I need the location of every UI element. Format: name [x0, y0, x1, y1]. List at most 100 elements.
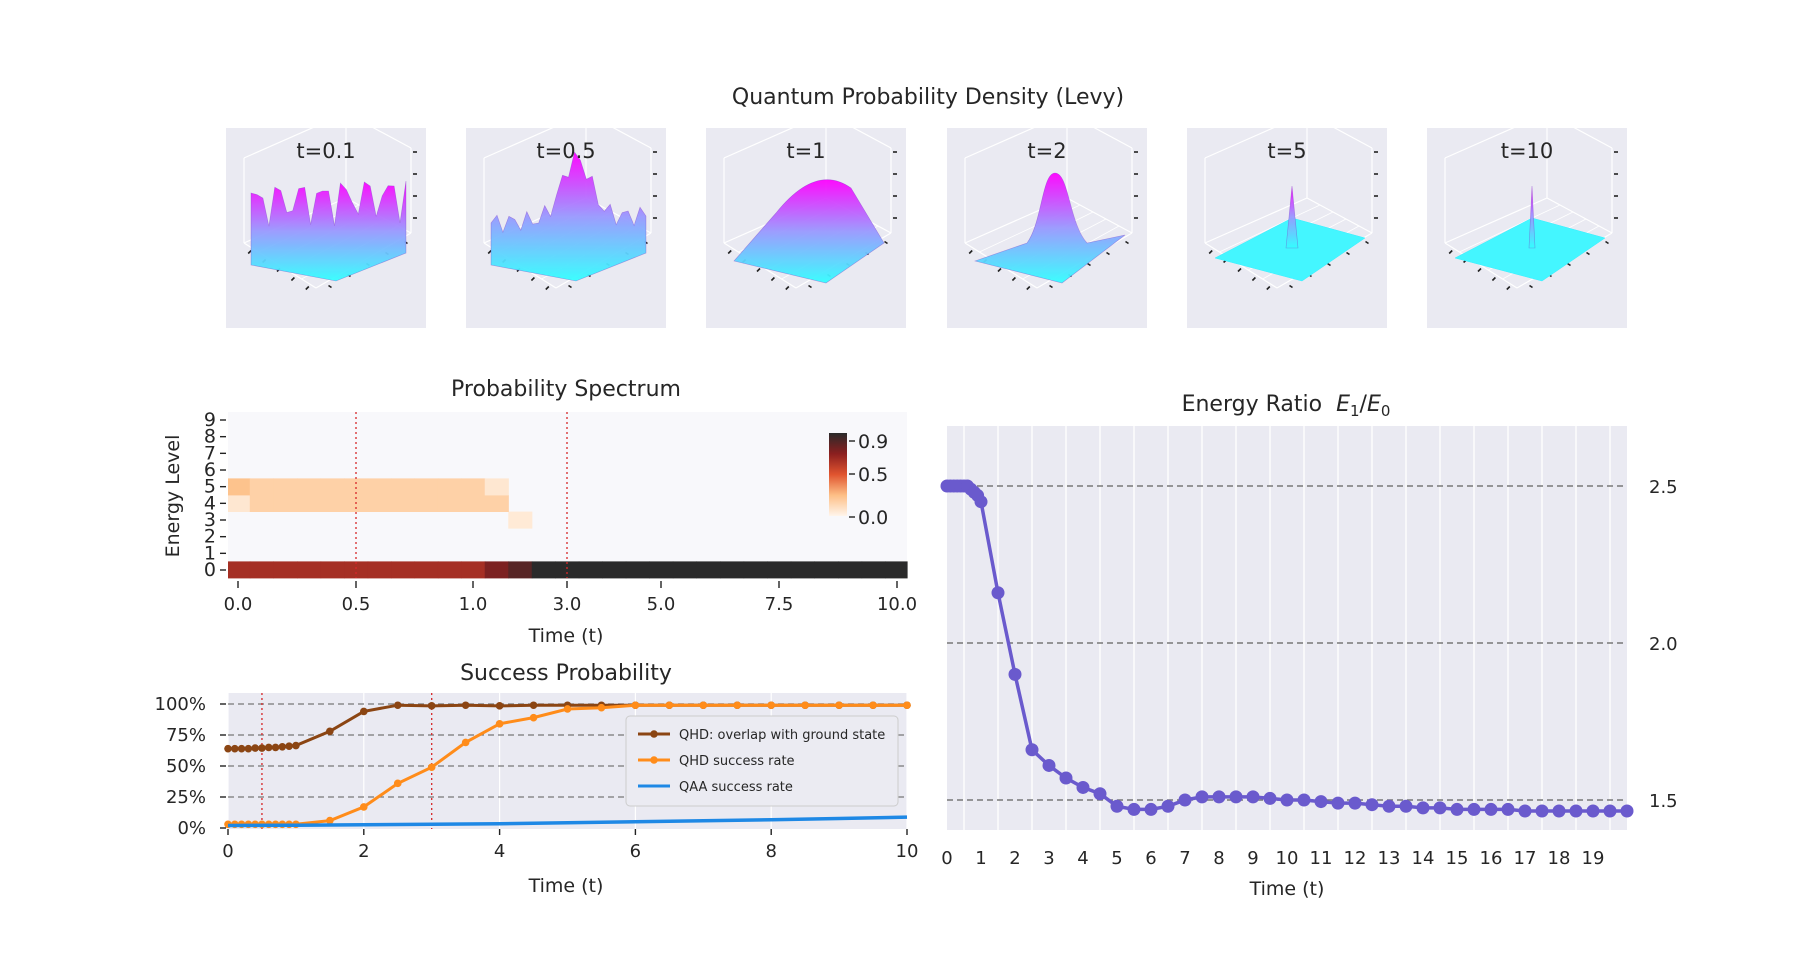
success-x-tick-label: 10	[896, 841, 919, 862]
energy-point	[1008, 667, 1022, 681]
energy-xlabel: Time (t)	[1249, 878, 1325, 900]
surface-tick	[968, 249, 973, 255]
success-point	[665, 701, 674, 710]
success-point	[278, 742, 287, 751]
surface-mesh	[1214, 217, 1366, 282]
surface-mesh	[1454, 217, 1606, 282]
heatmap-cell	[814, 561, 839, 579]
surface-panel-title: t=0.1	[296, 139, 355, 163]
legend-marker	[650, 730, 658, 738]
energy-point	[1450, 802, 1464, 816]
heatmap-cell	[790, 561, 815, 579]
heatmap-title: Probability Spectrum	[451, 377, 681, 402]
heatmap-cell	[228, 495, 251, 512]
energy-x-tick-label: 17	[1514, 848, 1537, 869]
energy-title-sub1: 1	[1350, 402, 1360, 420]
surface-tick	[305, 285, 310, 291]
surface-tick	[1026, 285, 1031, 291]
surface-box-edge	[345, 112, 412, 149]
surface-tick	[785, 285, 790, 291]
energy-point	[1603, 804, 1617, 818]
surface-tick	[1087, 262, 1091, 267]
success-x-tick-label: 8	[765, 841, 776, 862]
energy-point	[1501, 802, 1515, 816]
surface-panel-title: t=0.5	[536, 139, 595, 163]
surface-tick	[1605, 240, 1609, 245]
heatmap-cell	[885, 561, 908, 579]
heatmap-cell	[767, 561, 792, 579]
energy-point	[974, 495, 988, 509]
success-probability-chart: Success Probability 0 2 4 6 8 100%25%50%75%10…	[155, 661, 919, 897]
surface-box-edge	[825, 112, 892, 149]
surface-tick	[1506, 285, 1511, 291]
surface-box-edge	[1066, 197, 1133, 234]
success-point	[427, 763, 436, 772]
energy-x-tick-label: 14	[1412, 848, 1435, 869]
energy-point	[1416, 801, 1430, 815]
heatmap-cell	[414, 478, 439, 496]
heatmap-ylabel: Energy Level	[162, 435, 184, 558]
energy-y-tick-label: 2.0	[1649, 634, 1678, 655]
energy-point	[1093, 787, 1107, 801]
success-series-line	[227, 815, 908, 828]
surface-tick	[808, 284, 812, 289]
success-point	[326, 727, 334, 736]
heatmap-cell	[743, 561, 768, 579]
heatmap-y-tick-label: 5	[204, 476, 216, 498]
surface-box-edge	[585, 112, 652, 149]
surface-tick	[487, 249, 492, 255]
energy-title-e0: E	[1367, 392, 1381, 417]
success-y-tick-label: 75%	[166, 725, 206, 746]
heatmap-cell	[320, 561, 345, 579]
success-point	[631, 701, 640, 710]
energy-x-tick-label: 11	[1310, 848, 1333, 869]
heatmap-cell	[228, 561, 251, 579]
surface-panel-title: t=1	[786, 139, 825, 163]
colorbar-tick-label: 0.9	[858, 431, 888, 453]
success-point	[393, 701, 402, 710]
energy-plot-area	[947, 426, 1627, 830]
success-point	[495, 720, 504, 728]
heatmap-cell	[861, 561, 886, 579]
success-point	[563, 705, 572, 713]
surface-tick	[545, 285, 550, 291]
heatmap-cell	[720, 561, 745, 579]
surface-tick	[530, 276, 535, 282]
surface-mesh	[1528, 185, 1536, 249]
surface-box-edge	[1546, 197, 1613, 234]
surface-tick	[568, 284, 572, 289]
surface-floor-grid	[1459, 204, 1561, 253]
surface-tick	[997, 267, 1002, 273]
energy-point	[1161, 799, 1175, 813]
heatmap-cell	[838, 561, 863, 579]
energy-x-tick-label: 2	[1009, 848, 1020, 869]
success-x-tick-label: 6	[630, 841, 641, 862]
energy-point	[1314, 795, 1328, 809]
energy-point	[1552, 804, 1566, 818]
heatmap-cell	[391, 561, 416, 579]
surface-mesh	[973, 172, 1126, 284]
success-xlabel: Time (t)	[528, 875, 604, 897]
energy-y-tick-label: 1.5	[1649, 791, 1678, 812]
heatmap-cell	[461, 478, 486, 496]
surface-tick	[1266, 285, 1271, 291]
surface-tick	[756, 267, 761, 273]
energy-x-tick-label: 10	[1276, 848, 1299, 869]
surface-panel: t=2	[947, 112, 1147, 328]
heatmap-x-tick-label: 5.0	[647, 594, 676, 615]
heatmap-cell	[367, 478, 392, 496]
energy-point	[1025, 743, 1039, 757]
heatmap-y-tick-label: 6	[204, 459, 216, 481]
success-point	[801, 701, 809, 710]
energy-ticks: 0 1 2 3 4 5 6 7 8 9 10 11 12 13 14 15 16 17 18 191.52.02.5	[941, 477, 1677, 869]
surface-box-edge	[1306, 112, 1373, 149]
success-point	[699, 701, 708, 710]
heatmap-cell	[484, 478, 509, 496]
energy-x-tick-label: 19	[1582, 848, 1605, 869]
surface-tick	[727, 249, 732, 255]
energy-title: Energy Ratio E1/E0	[1182, 392, 1391, 420]
energy-point	[1382, 799, 1396, 813]
heatmap-cell	[249, 561, 274, 579]
surface-tick	[1125, 240, 1129, 245]
surface-box-edge	[1306, 197, 1373, 234]
